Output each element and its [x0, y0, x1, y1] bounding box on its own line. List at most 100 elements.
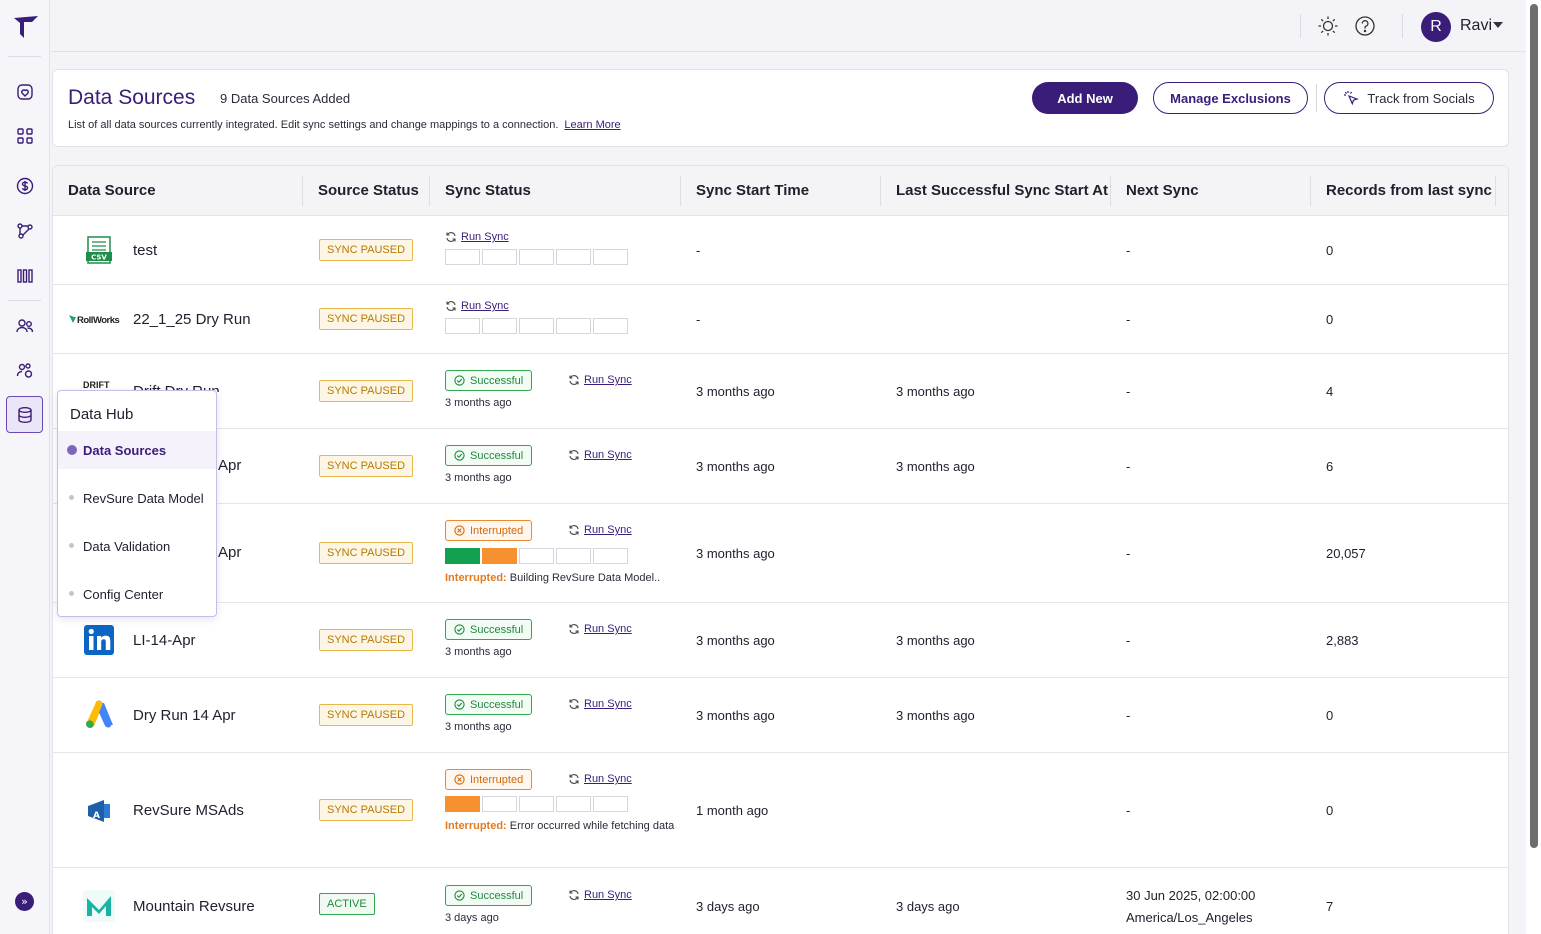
bar-chart-icon[interactable] — [10, 261, 40, 291]
run-sync-link[interactable]: Run Sync — [568, 698, 632, 710]
page-title: Data Sources — [68, 86, 196, 109]
run-sync-link[interactable]: Run Sync — [568, 773, 632, 785]
flyout-item-revsure-data-model[interactable]: RevSure Data Model — [58, 479, 216, 517]
sync-step — [556, 548, 591, 564]
interrupted-message: Interrupted: Error occurred while fetchi… — [445, 819, 675, 834]
sync-status-label: Successful — [470, 623, 524, 636]
svg-text:RollWorks: RollWorks — [77, 315, 120, 326]
flyout-item-data-validation[interactable]: Data Validation — [58, 527, 216, 565]
run-sync-link[interactable]: Run Sync — [568, 524, 632, 536]
column-header-source-status[interactable]: Source Status — [318, 182, 419, 199]
table-row[interactable]: A RevSure MSAds SYNC PAUSED Interrupted … — [53, 753, 1508, 868]
data-hub-icon[interactable] — [6, 396, 43, 433]
records-count: 20,057 — [1326, 546, 1366, 561]
data-source-name[interactable]: Apr — [218, 457, 242, 474]
home-shield-icon[interactable] — [10, 77, 40, 107]
msads-logo: A — [81, 793, 117, 829]
users-icon[interactable] — [10, 311, 40, 341]
page-header: Data Sources 9 Data Sources Added List o… — [52, 69, 1509, 147]
column-header-records[interactable]: Records from last sync — [1326, 182, 1492, 199]
table-row[interactable]: Mountain Revsure ACTIVE Successful Run S… — [53, 868, 1508, 934]
data-source-name[interactable]: LI-14-Apr — [133, 632, 196, 649]
next-sync: - — [1126, 546, 1131, 561]
status-badge: SYNC PAUSED — [319, 380, 414, 402]
column-header-last-successful-sync[interactable]: Last Successful Sync Start At — [896, 182, 1109, 199]
sync-progress — [445, 318, 630, 334]
data-source-name[interactable]: Drift Dry Run — [133, 383, 220, 392]
records-count: 0 — [1326, 803, 1334, 818]
google-ads-logo — [81, 697, 117, 733]
column-header-sync-start-time[interactable]: Sync Start Time — [696, 182, 810, 199]
table-row[interactable]: DRIFT Drift Dry Run SYNC PAUSED Successf… — [53, 354, 1508, 429]
sync-step — [445, 548, 480, 564]
next-sync: - — [1126, 384, 1131, 399]
sync-step — [445, 796, 480, 812]
run-sync-link[interactable]: Run Sync — [568, 374, 632, 386]
run-sync-link[interactable]: Run Sync — [568, 449, 632, 461]
run-sync-link[interactable]: Run Sync — [445, 231, 509, 243]
track-from-socials-button[interactable]: Track from Socials — [1324, 82, 1494, 114]
sync-step — [482, 796, 517, 812]
add-new-button[interactable]: Add New — [1032, 82, 1138, 114]
learn-more-link[interactable]: Learn More — [564, 119, 621, 131]
column-header-sync-status[interactable]: Sync Status — [445, 182, 531, 199]
table-row[interactable]: LI-14-Apr SYNC PAUSED Successful Run Syn… — [53, 603, 1508, 678]
manage-exclusions-button[interactable]: Manage Exclusions — [1153, 82, 1308, 114]
flyout-item-data-sources[interactable]: Data Sources — [58, 431, 216, 469]
left-sidebar: » — [0, 0, 50, 934]
chevron-down-icon[interactable] — [1493, 22, 1503, 28]
data-source-name[interactable]: 22_1_25 Dry Run — [133, 311, 251, 328]
next-sync: - — [1126, 243, 1131, 258]
journey-icon[interactable] — [10, 216, 40, 246]
data-source-name[interactable]: RevSure MSAds — [133, 802, 244, 819]
theme-toggle-icon[interactable] — [1317, 15, 1339, 37]
expand-sidebar-icon[interactable]: » — [15, 892, 34, 911]
sync-step — [593, 796, 628, 812]
data-source-name[interactable]: test — [133, 242, 158, 259]
run-sync-link[interactable]: Run Sync — [445, 300, 509, 312]
refresh-icon — [569, 699, 579, 709]
csv-icon: CSV — [81, 232, 117, 268]
table-row[interactable]: Apr SYNC PAUSED Interrupted Run Sync Int… — [53, 504, 1508, 603]
data-source-name[interactable]: Dry Run 14 Apr — [133, 707, 236, 724]
top-bar: R Ravi — [51, 0, 1526, 52]
status-badge: SYNC PAUSED — [319, 308, 414, 330]
data-source-name[interactable]: Mountain Revsure — [133, 898, 255, 915]
sync-step — [482, 548, 517, 564]
svg-text:CSV: CSV — [91, 254, 107, 262]
sync-status-label: Interrupted — [470, 773, 524, 786]
data-source-name[interactable]: Apr — [218, 544, 242, 561]
refresh-icon — [569, 525, 579, 535]
header-divider — [1316, 84, 1317, 112]
check-circle-icon — [454, 450, 465, 461]
table-row[interactable]: Dry Run 14 Apr SYNC PAUSED Successful Ru… — [53, 678, 1508, 753]
help-icon[interactable] — [1354, 15, 1376, 37]
last-successful-sync: 3 months ago — [896, 708, 975, 723]
revenue-icon[interactable] — [10, 171, 40, 201]
run-sync-link[interactable]: Run Sync — [568, 889, 632, 901]
table-row[interactable]: Apr SYNC PAUSED Successful Run Sync 3 mo… — [53, 429, 1508, 504]
last-successful-sync: 3 months ago — [896, 384, 975, 399]
status-badge: SYNC PAUSED — [319, 455, 414, 477]
sync-step — [556, 796, 591, 812]
app-logo[interactable] — [12, 14, 40, 40]
refresh-icon — [569, 624, 579, 634]
sync-status-label: Interrupted — [470, 524, 524, 537]
avatar[interactable]: R — [1421, 12, 1451, 42]
grid-icon[interactable] — [10, 121, 40, 151]
column-header-data-source[interactable]: Data Source — [68, 182, 156, 199]
team-settings-icon[interactable] — [10, 356, 40, 386]
table-row[interactable]: CSV test SYNC PAUSED Run Sync - - 0 — [53, 216, 1508, 285]
table-row[interactable]: RollWorks 22_1_25 Dry Run SYNC PAUSED Ru… — [53, 285, 1508, 354]
refresh-icon — [446, 232, 456, 242]
sync-status-pill: Successful — [445, 445, 533, 466]
column-divider — [1495, 176, 1496, 206]
sync-start-time: 3 months ago — [696, 633, 775, 648]
page-scrollbar[interactable] — [1526, 0, 1541, 934]
scrollbar-thumb[interactable] — [1530, 4, 1538, 848]
sync-progress — [445, 796, 630, 812]
column-header-next-sync[interactable]: Next Sync — [1126, 182, 1199, 199]
flyout-item-config-center[interactable]: Config Center — [58, 575, 216, 613]
user-name[interactable]: Ravi — [1460, 17, 1493, 34]
run-sync-link[interactable]: Run Sync — [568, 623, 632, 635]
